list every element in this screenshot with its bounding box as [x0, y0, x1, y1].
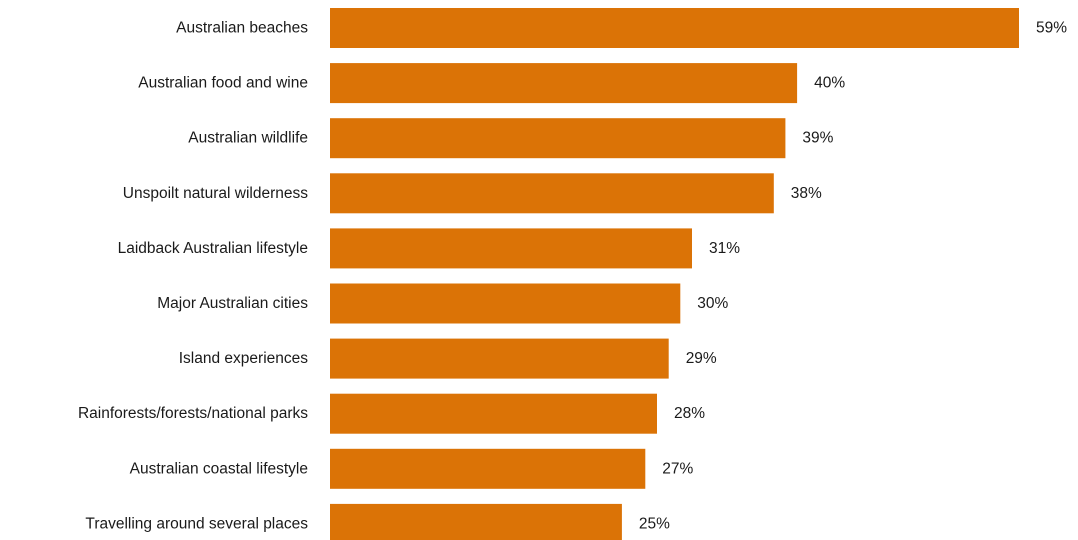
bar — [330, 118, 786, 159]
category-label: Unspoilt natural wilderness — [123, 185, 308, 202]
bar — [330, 393, 657, 434]
value-label: 29% — [686, 350, 717, 367]
value-label: 30% — [697, 295, 728, 312]
bars-group — [330, 8, 1019, 540]
bar — [330, 283, 681, 324]
category-label: Australian coastal lifestyle — [130, 460, 308, 477]
value-labels: 59% 40% 39% 38% 31% 30% 29% 28% 27% 25% — [639, 20, 1067, 533]
category-labels: Australian beaches Australian food and wi… — [78, 20, 308, 533]
value-label: 40% — [814, 75, 845, 92]
bar — [330, 8, 1019, 48]
category-label: Australian food and wine — [138, 75, 308, 92]
value-label: 28% — [674, 405, 705, 422]
value-label: 38% — [791, 185, 822, 202]
category-label: Australian wildlife — [188, 130, 308, 147]
category-label: Major Australian cities — [157, 295, 308, 312]
value-label: 39% — [802, 130, 833, 147]
value-label: 27% — [662, 460, 693, 477]
value-label: 25% — [639, 515, 670, 532]
value-label: 31% — [709, 240, 740, 257]
category-label: Travelling around several places — [85, 515, 308, 532]
category-label: Laidback Australian lifestyle — [118, 240, 308, 257]
value-label: 59% — [1036, 20, 1067, 37]
category-label: Island experiences — [179, 350, 308, 367]
category-label: Rainforests/forests/national parks — [78, 405, 308, 422]
bar — [330, 228, 692, 269]
bar — [330, 448, 646, 489]
bar — [330, 503, 622, 540]
bar — [330, 173, 774, 214]
bar — [330, 338, 669, 379]
bar — [330, 63, 798, 104]
category-label: Australian beaches — [176, 20, 308, 37]
